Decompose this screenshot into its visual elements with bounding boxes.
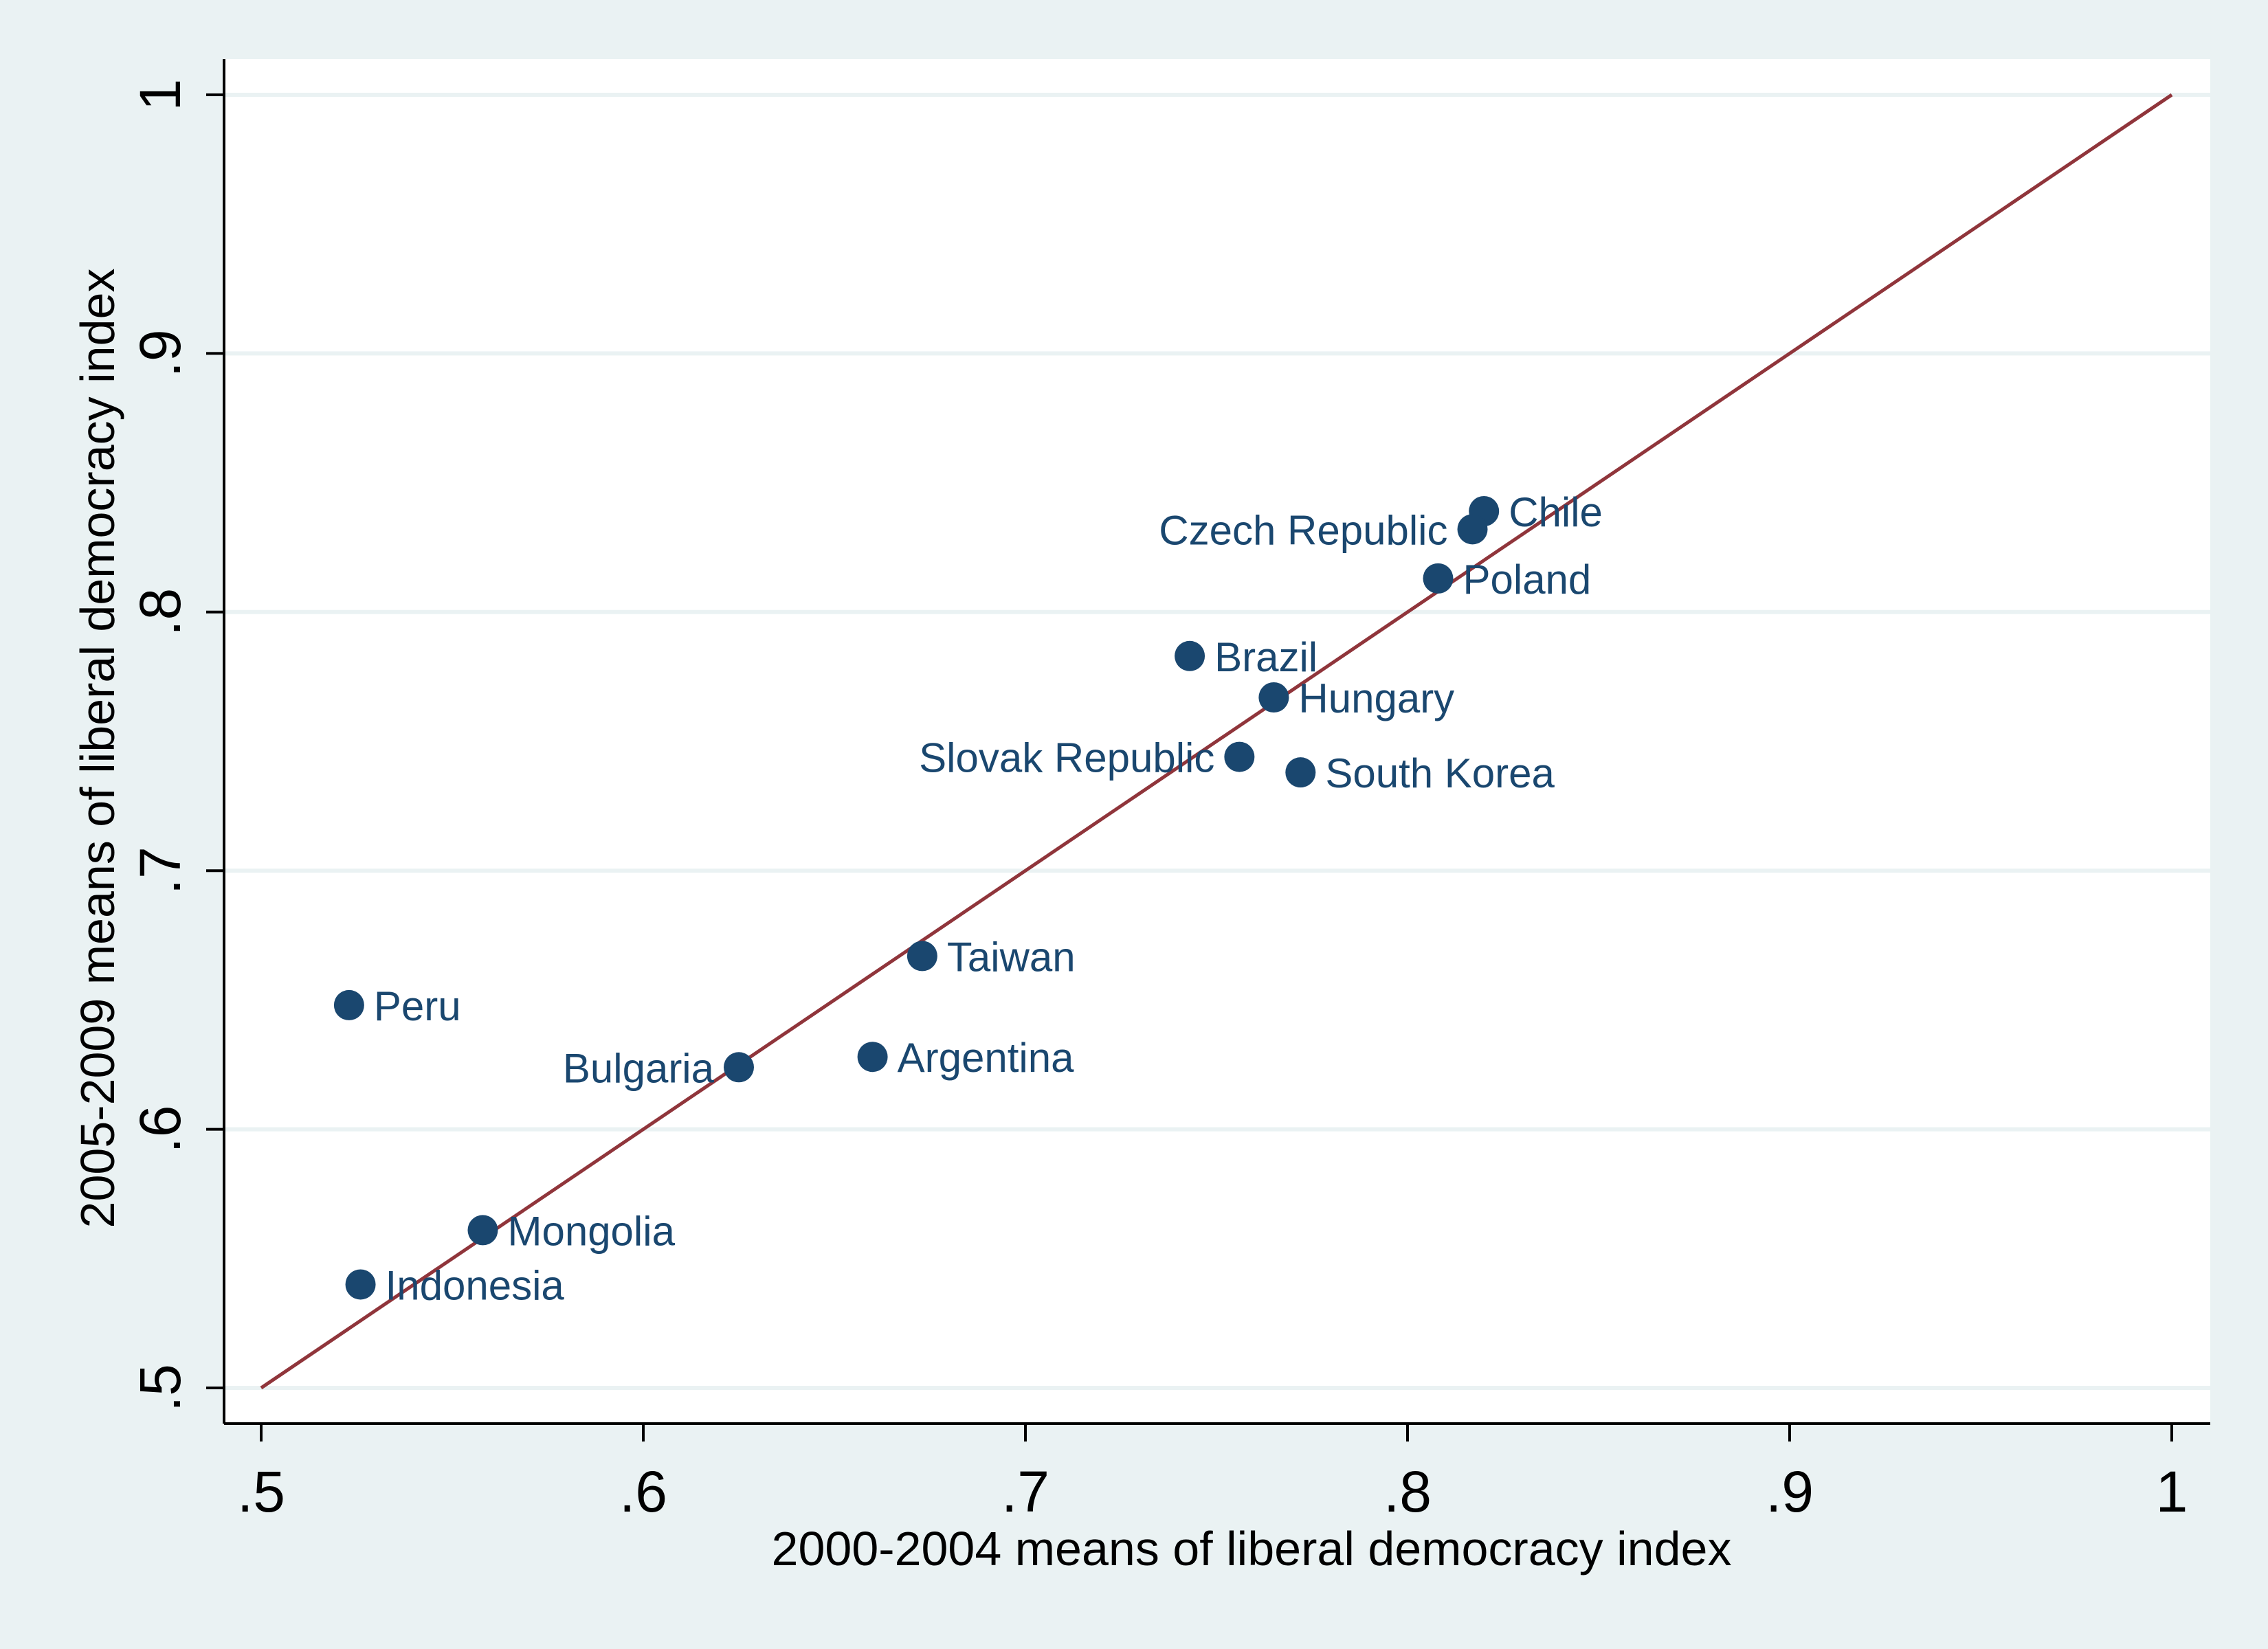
data-point: [907, 941, 937, 972]
point-label: Chile: [1509, 489, 1603, 535]
x-axis-ticks: .5 .6 .7 .8 .9 1: [237, 1424, 2188, 1524]
x-tick-label: .5: [237, 1459, 285, 1524]
x-tick-label: .8: [1383, 1459, 1432, 1524]
data-point: [1457, 514, 1488, 545]
data-point: [1258, 682, 1289, 713]
y-axis-ticks: .5 .6 .7 .8 .9 1: [128, 79, 224, 1412]
point-label: Brazil: [1214, 634, 1318, 680]
data-point: [467, 1215, 498, 1246]
reference-line: [260, 93, 2173, 1390]
y-tick-label: .9: [128, 329, 192, 377]
point-label: Slovak Republic: [919, 735, 1214, 781]
point-label: Bulgaria: [563, 1045, 715, 1091]
point-label: South Korea: [1325, 750, 1555, 796]
x-tick-label: .6: [619, 1459, 667, 1524]
point-label: Czech Republic: [1159, 507, 1447, 553]
point-label: Taiwan: [947, 934, 1076, 980]
y-tick-label: 1: [128, 79, 192, 111]
y-tick-label: .8: [128, 588, 192, 636]
point-label: Hungary: [1298, 675, 1454, 721]
point-label: Argentina: [898, 1035, 1074, 1081]
x-axis-title: 2000-2004 means of liberal democracy ind…: [772, 1522, 1732, 1575]
x-tick-label: 1: [2156, 1459, 2188, 1524]
y-tick-label: .6: [128, 1106, 192, 1154]
data-point: [1285, 757, 1316, 788]
point-label: Peru: [374, 983, 461, 1029]
y-tick-label: .5: [128, 1364, 192, 1412]
data-point: [1175, 640, 1205, 671]
data-point: [1224, 741, 1255, 772]
point-label: Indonesia: [386, 1262, 565, 1308]
data-points: [333, 496, 1500, 1300]
data-point: [724, 1052, 754, 1083]
data-point: [857, 1042, 888, 1073]
y-tick-label: .7: [128, 846, 192, 895]
grid-lines: [224, 93, 2210, 1390]
y-axis-title: 2005-2009 means of liberal democracy ind…: [71, 269, 124, 1229]
point-label: Poland: [1463, 557, 1591, 603]
data-point: [345, 1269, 376, 1300]
x-tick-label: .9: [1766, 1459, 1814, 1524]
x-tick-label: .7: [1001, 1459, 1049, 1524]
data-point: [333, 989, 364, 1020]
data-point: [1423, 563, 1454, 594]
point-label: Mongolia: [507, 1208, 675, 1254]
